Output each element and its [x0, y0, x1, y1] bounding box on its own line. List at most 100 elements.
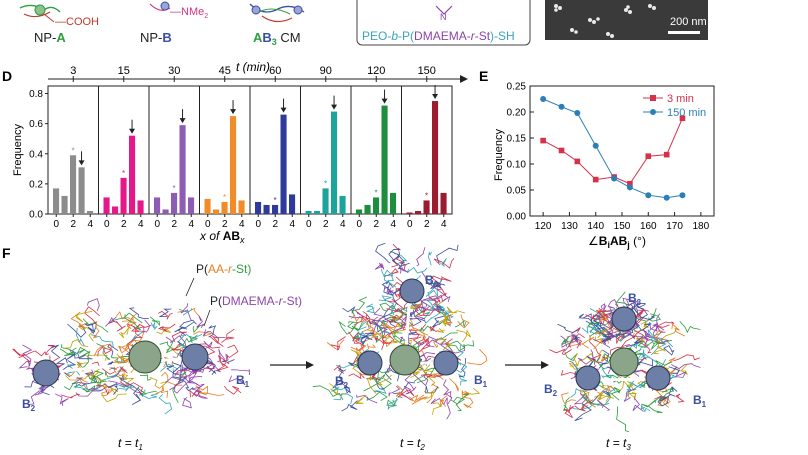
polymer-chain	[574, 399, 594, 412]
polymer-chain	[462, 396, 474, 409]
polymer-chain	[572, 362, 580, 378]
polymer-chain	[75, 387, 106, 397]
polymer-chain	[135, 323, 152, 333]
bar	[87, 210, 94, 214]
polymer-chain	[131, 386, 142, 406]
polymer-chain	[433, 338, 446, 348]
y-tick-label: 0.05	[507, 186, 527, 197]
arrow-head	[230, 109, 237, 115]
ab3-suffix: CM	[277, 30, 301, 45]
pdm-2: DMAEMA-	[222, 294, 279, 308]
x-tick-label: 130	[561, 221, 578, 232]
polymer-chain	[459, 358, 466, 378]
polymer-chain	[386, 307, 404, 314]
bar	[61, 195, 68, 214]
bar	[432, 101, 439, 214]
x-tick-label: 2	[323, 219, 329, 230]
polymer-chain	[632, 300, 646, 308]
panel-e-series	[540, 96, 686, 201]
polymer-chain	[196, 315, 205, 328]
polymer-chain	[642, 329, 652, 338]
polymer-chain	[423, 390, 435, 400]
nme2-sub: 2	[204, 13, 208, 20]
cluster-t1	[32, 340, 209, 387]
polymer-chain	[97, 345, 113, 357]
polymer-chain	[363, 378, 392, 392]
x-tick-label: 140	[587, 221, 604, 232]
polymer-chain	[420, 325, 435, 332]
polymer-chain	[616, 406, 630, 433]
polymer-chain	[579, 389, 590, 399]
polymer-chain	[169, 369, 182, 391]
data-point	[679, 115, 686, 122]
polymer-chain	[423, 311, 433, 324]
polymer-chain	[384, 286, 394, 296]
polymer-chain	[12, 348, 28, 356]
b3-label-t2: B3	[425, 273, 439, 289]
polymer-chain	[228, 375, 246, 386]
legend-marker	[650, 95, 656, 101]
polymer-chain	[63, 339, 89, 349]
polymer-chain	[341, 400, 358, 412]
polymer-chain	[381, 322, 401, 331]
polymer-chain	[659, 393, 672, 402]
polymer-chain	[414, 302, 426, 317]
polymer-chain	[458, 373, 468, 386]
bar	[137, 200, 144, 214]
t2-label: t = t2	[400, 436, 425, 452]
polymer-chain	[585, 310, 605, 321]
polymer-chain	[432, 315, 444, 328]
polymer-chain	[364, 314, 387, 335]
polymer-chain	[338, 320, 356, 335]
b1-t1-b: B	[236, 373, 245, 387]
x-tick-label: 2	[272, 219, 278, 230]
polymer-chain	[172, 364, 186, 379]
paa-2: AA-	[208, 262, 228, 276]
bar	[305, 210, 312, 214]
polymer-chain	[654, 337, 674, 348]
polymer-chain	[345, 386, 351, 394]
panel-e-ylabel: Frequency	[493, 129, 505, 181]
polymer-chain	[433, 257, 455, 269]
data-point	[574, 158, 581, 165]
polymer-chain	[410, 394, 425, 402]
polymer-chain	[390, 250, 405, 270]
polymer-chain	[181, 369, 205, 378]
polymer-chain	[461, 387, 481, 399]
polymer-chain	[549, 348, 572, 355]
x-tick-label: 2	[121, 219, 127, 230]
data-point	[540, 96, 547, 102]
polymer-chain	[650, 333, 667, 356]
xlabel-ab: AB	[610, 234, 628, 248]
data-point	[663, 194, 670, 201]
polymer-chain	[647, 313, 662, 322]
x-tick-label: 4	[340, 219, 346, 230]
polymer-chain	[456, 329, 471, 343]
polymer-chain	[653, 346, 666, 355]
ab3-b: B	[262, 30, 271, 45]
peo-part2: -P(	[398, 29, 414, 43]
x-tick-label: 0	[306, 219, 312, 230]
polymer-chain	[625, 336, 644, 347]
polymer-chain	[394, 332, 408, 346]
t2-sub: 2	[419, 443, 425, 452]
polymer-chain	[452, 396, 466, 412]
b2-t3-sub: 2	[553, 389, 558, 398]
polymer-chain	[450, 393, 469, 405]
peo-part4: -St	[475, 29, 491, 43]
polymer-chain	[659, 388, 674, 405]
polymer-chain	[76, 346, 90, 358]
polymer-chain	[101, 389, 114, 396]
polymer-chain	[643, 356, 667, 367]
time-labels: 3 15 30 45 60 90 120 150	[70, 65, 436, 82]
y-tick-label: 0.2	[29, 179, 43, 190]
polymer-chain	[671, 363, 701, 370]
polymer-chain	[598, 353, 612, 370]
polymer-chain	[557, 323, 580, 333]
polymer-chain	[380, 269, 394, 282]
cooh-label: —COOH	[55, 16, 99, 28]
bar	[129, 135, 136, 214]
polymer-chain	[192, 325, 201, 333]
polymer-chain	[137, 388, 157, 396]
polymer-chain	[371, 316, 388, 335]
